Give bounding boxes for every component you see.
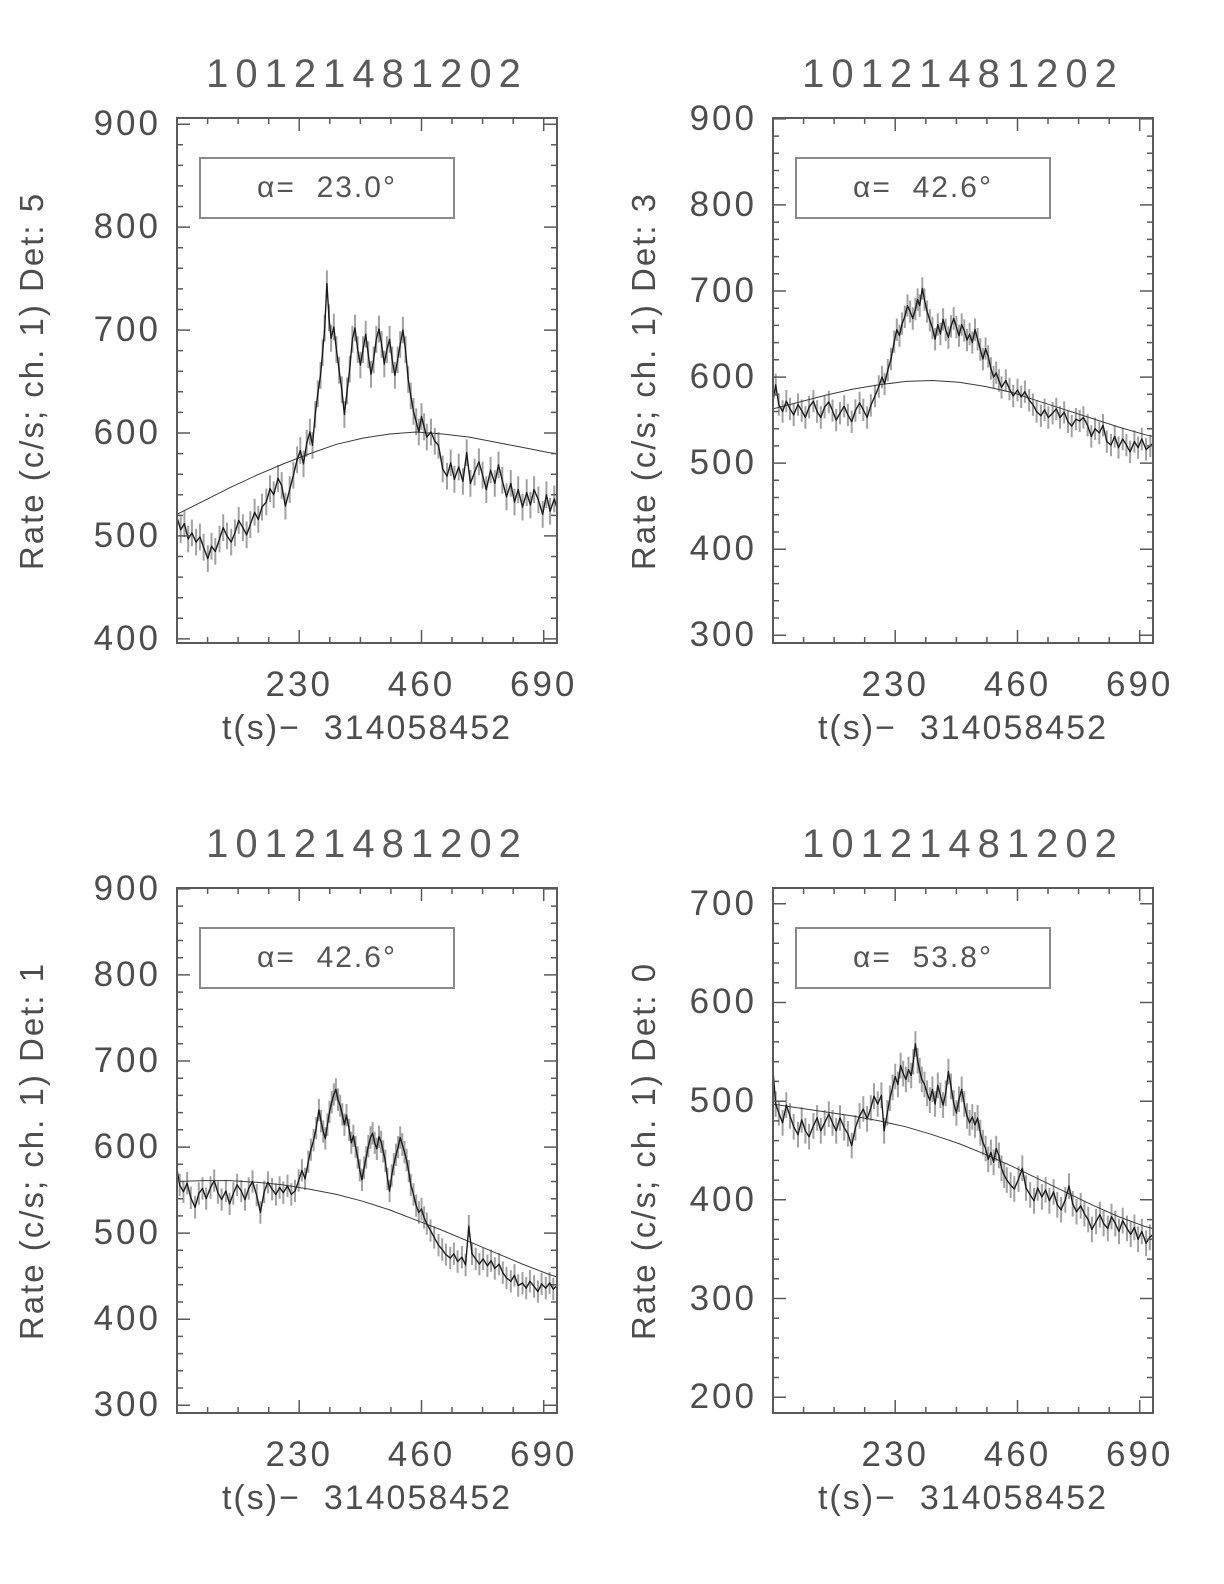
x-tick-label: 690 — [510, 665, 578, 704]
y-tick-label: 700 — [93, 310, 161, 350]
panel-det-0: 10121481202 Rate (c/s; ch. 1) Det: 0 α= … — [612, 770, 1224, 1540]
alpha-annotation-box: α= 23.0° — [199, 157, 455, 219]
x-axis-label: t(s)− 314058452 — [221, 1479, 513, 1517]
x-tick-label: 690 — [510, 1435, 578, 1474]
y-tick-label: 600 — [689, 357, 757, 397]
x-axis-label: t(s)− 314058452 — [817, 709, 1109, 747]
y-tick-label: 800 — [93, 207, 161, 247]
light-curve — [176, 1088, 558, 1293]
plot-title: 10121481202 — [802, 52, 1124, 96]
plot-area — [176, 887, 558, 1414]
y-tick-label: 700 — [689, 270, 757, 310]
plot-frame — [176, 117, 558, 644]
y-tick-label: 400 — [689, 529, 757, 569]
y-tick-label: 300 — [93, 1385, 161, 1425]
y-tick-label: 900 — [93, 868, 161, 908]
plot-title: 10121481202 — [206, 822, 528, 866]
alpha-annotation-box: α= 53.8° — [795, 927, 1051, 989]
background-model-curve — [176, 431, 558, 515]
y-tick-label: 500 — [93, 1213, 161, 1253]
plot-area — [772, 117, 1154, 644]
x-tick-label: 230 — [265, 665, 333, 704]
x-tick-label: 690 — [1106, 1435, 1174, 1474]
y-tick-label: 500 — [689, 1081, 757, 1121]
y-tick-label: 700 — [93, 1040, 161, 1080]
panel-det-5: 10121481202 Rate (c/s; ch. 1) Det: 5 α= … — [0, 0, 612, 770]
plot-area — [772, 887, 1154, 1414]
panel-det-3: 10121481202 Rate (c/s; ch. 1) Det: 3 α= … — [612, 0, 1224, 770]
x-axis-label: t(s)− 314058452 — [817, 1479, 1109, 1517]
x-tick-label: 230 — [861, 1435, 929, 1474]
y-tick-label: 600 — [93, 413, 161, 452]
x-tick-label: 460 — [387, 665, 456, 704]
alpha-annotation-box: α= 42.6° — [199, 927, 455, 989]
y-tick-label: 400 — [93, 618, 161, 658]
error-bars — [176, 270, 558, 572]
y-tick-label: 600 — [689, 982, 757, 1022]
plot-title: 10121481202 — [206, 52, 528, 96]
x-tick-label: 230 — [265, 1435, 333, 1474]
light-curve — [772, 287, 1154, 453]
y-tick-label: 900 — [689, 98, 757, 138]
alpha-annotation-box: α= 42.6° — [795, 157, 1051, 219]
background-model-curve — [772, 1103, 1154, 1229]
y-tick-label: 500 — [689, 443, 757, 483]
axis-ticks — [177, 118, 557, 643]
light-curve — [176, 283, 558, 560]
x-tick-label: 690 — [1106, 665, 1174, 704]
plot-area — [176, 117, 558, 644]
y-tick-label: 700 — [689, 883, 757, 923]
light-curve — [772, 1043, 1154, 1244]
axis-ticks — [177, 888, 557, 1413]
y-tick-label: 500 — [93, 515, 161, 555]
y-tick-label: 400 — [93, 1299, 161, 1339]
x-tick-label: 460 — [387, 1435, 456, 1474]
background-model-curve — [772, 379, 1154, 437]
error-bars — [772, 277, 1154, 464]
plot-frame — [176, 887, 558, 1414]
y-tick-label: 400 — [689, 1179, 757, 1219]
background-model-curve — [176, 1180, 558, 1278]
y-tick-label: 300 — [689, 1278, 757, 1318]
y-tick-label: 300 — [689, 615, 757, 655]
panel-det-1: 10121481202 Rate (c/s; ch. 1) Det: 1 α= … — [0, 770, 612, 1540]
axis-ticks — [773, 118, 1153, 643]
x-tick-label: 460 — [983, 1435, 1052, 1474]
x-tick-label: 230 — [861, 665, 929, 704]
plot-frame — [772, 117, 1154, 644]
y-tick-label: 800 — [93, 954, 161, 994]
x-tick-label: 460 — [983, 665, 1052, 704]
y-tick-label: 600 — [93, 1127, 161, 1167]
y-tick-label: 800 — [689, 184, 757, 224]
plot-title: 10121481202 — [802, 822, 1124, 866]
axis-ticks — [773, 888, 1153, 1413]
y-tick-label: 900 — [93, 104, 161, 144]
plot-frame — [772, 887, 1154, 1414]
y-tick-label: 200 — [689, 1377, 757, 1417]
x-axis-label: t(s)− 314058452 — [221, 709, 513, 747]
